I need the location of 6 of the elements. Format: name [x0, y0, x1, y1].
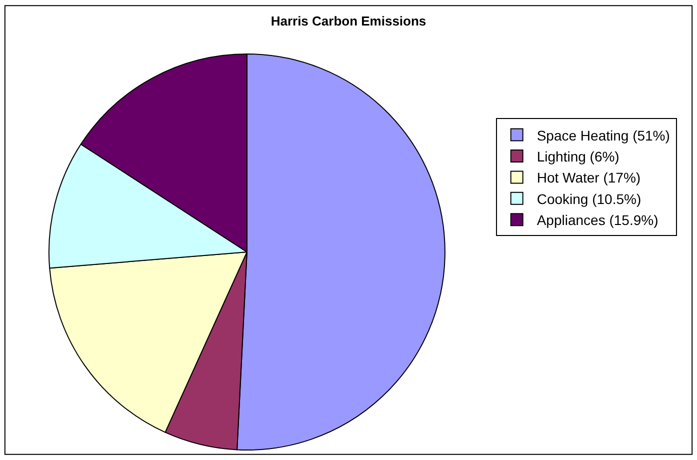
chart-title: Harris Carbon Emissions — [270, 13, 426, 28]
legend-label: Lighting (6%) — [536, 148, 620, 164]
legend-label: Cooking (10.5%) — [536, 190, 642, 207]
legend-label: Appliances (15.9%) — [536, 212, 658, 228]
legend-label: Space Heating (51%) — [536, 127, 670, 144]
legend-label: Hot Water (17%) — [536, 170, 641, 186]
